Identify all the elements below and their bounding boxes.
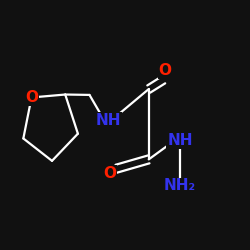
Text: NH: NH xyxy=(167,133,193,148)
Text: NH: NH xyxy=(96,113,122,128)
Text: O: O xyxy=(25,90,38,105)
Text: O: O xyxy=(104,166,117,181)
Text: NH₂: NH₂ xyxy=(164,178,196,194)
Text: O: O xyxy=(158,63,172,78)
